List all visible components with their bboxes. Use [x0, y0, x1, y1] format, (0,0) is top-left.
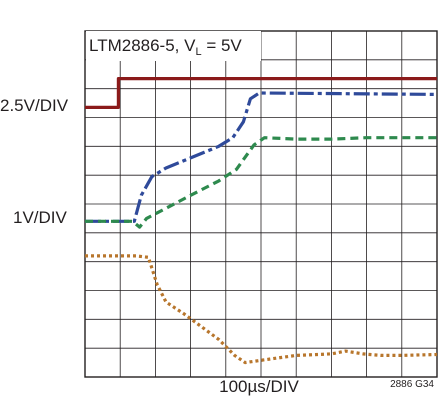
annotation-suffix: = 5V — [202, 36, 243, 55]
graticule-grid — [84, 30, 438, 378]
trace-4 — [85, 254, 438, 365]
figure-id: 2886 G34 — [390, 379, 434, 390]
trace-3 — [85, 136, 437, 229]
annotation-part: LTM2886-5, V — [89, 36, 196, 55]
x-axis-label: 100µs/DIV — [219, 377, 299, 396]
trace-2 — [85, 91, 438, 223]
waveform-traces — [85, 76, 438, 365]
chart-annotation: LTM2886-5, VL = 5V — [89, 36, 242, 58]
trace-1 — [85, 76, 437, 110]
left-label-bottom: 1V/DIV — [13, 208, 68, 227]
left-label-top: 2.5V/DIV — [0, 96, 69, 115]
annotation-background — [86, 31, 261, 61]
annotation-subscript: L — [195, 46, 201, 58]
